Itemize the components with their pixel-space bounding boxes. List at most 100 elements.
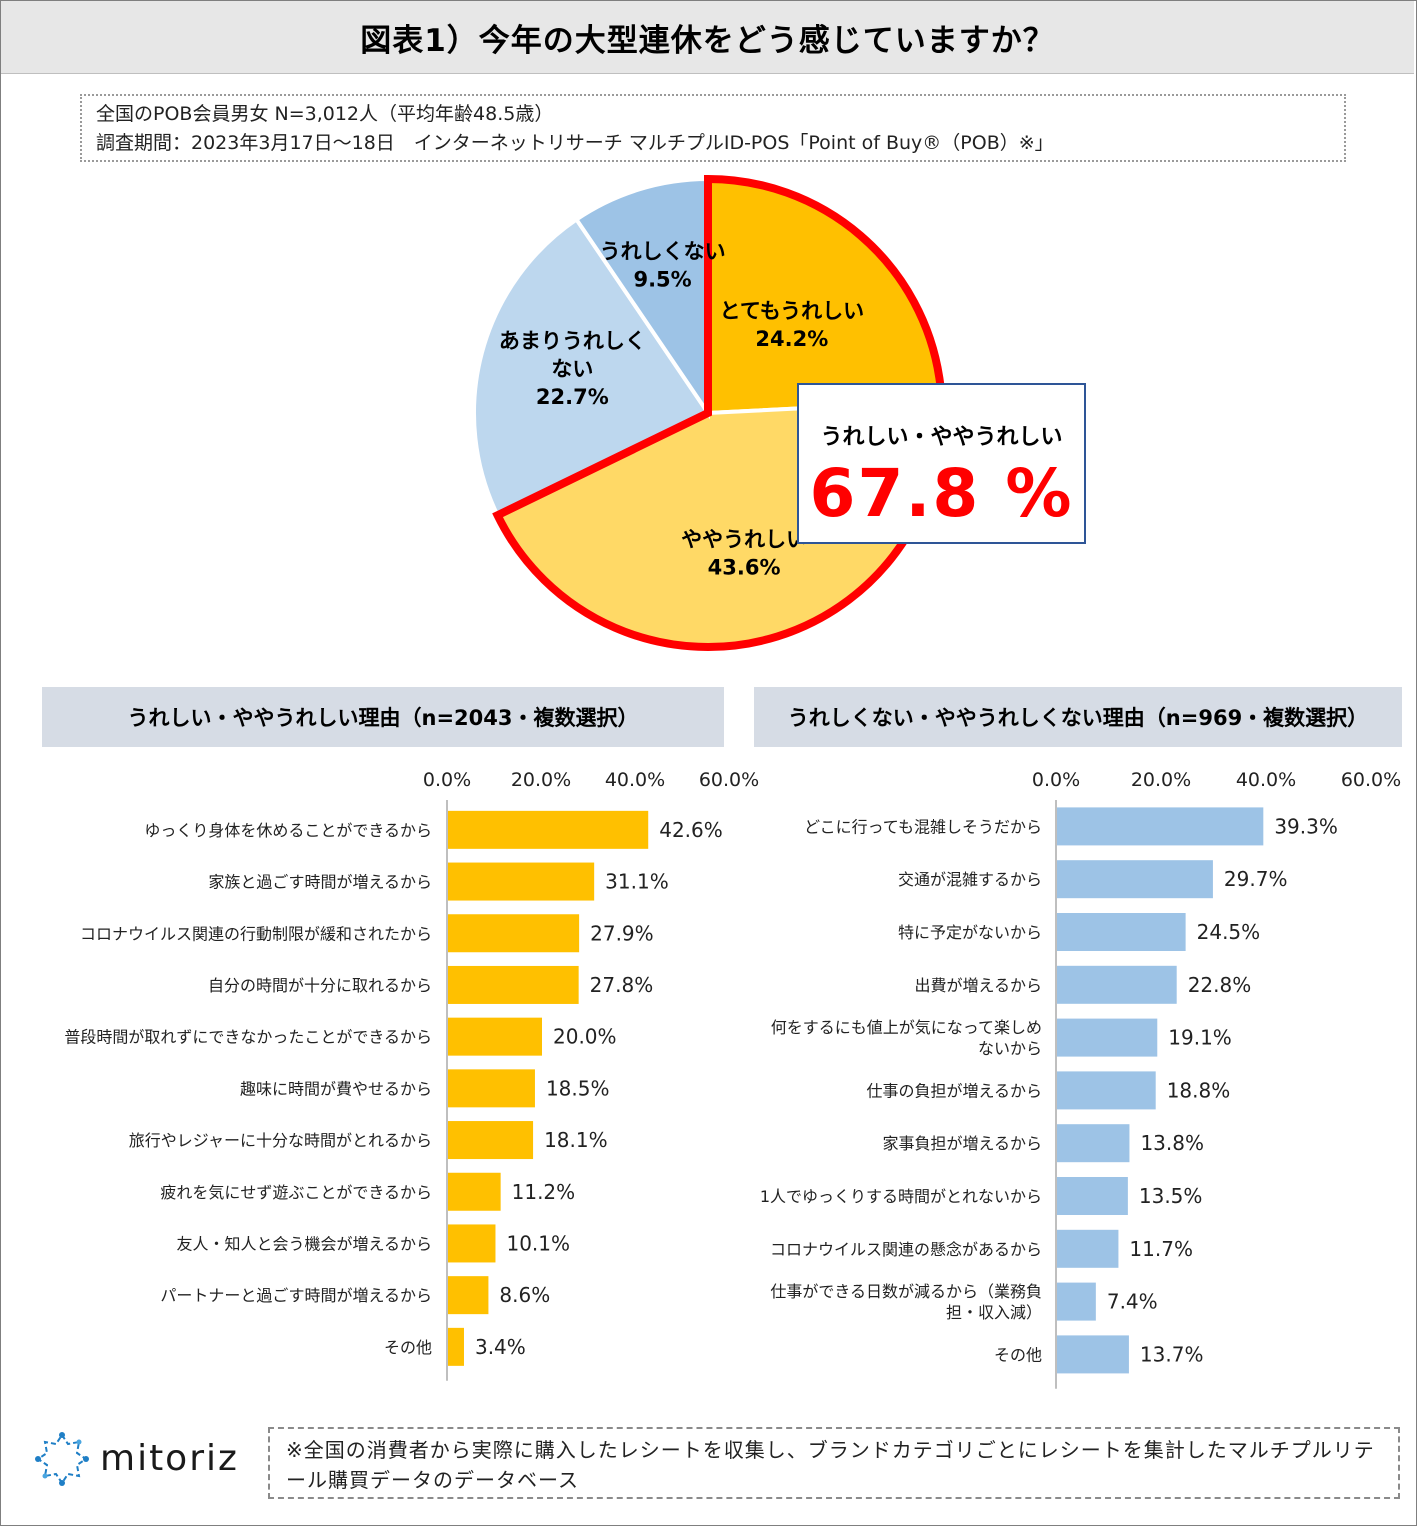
left-panel-title: うれしい・ややうれしい理由（n=2043・複数選択）: [42, 687, 724, 747]
bar-value-label: 13.5%: [1139, 1184, 1203, 1208]
bar: [448, 1017, 542, 1056]
bar: [1057, 1177, 1128, 1215]
axis-tick-label: 60.0%: [1341, 769, 1401, 791]
bar-category-label: 何をするにも値上が気になって楽しめ: [771, 1018, 1042, 1037]
bar-value-label: 27.9%: [590, 921, 654, 945]
bar-category-label: 家事負担が増えるから: [882, 1134, 1042, 1153]
bar: [448, 810, 649, 849]
axis-tick-label: 20.0%: [1131, 769, 1191, 791]
pie-label-3-3: 22.7%: [536, 385, 609, 409]
bar-value-label: 13.7%: [1140, 1342, 1204, 1366]
logo-text: mitoriz: [100, 1438, 239, 1479]
bar-value-label: 19.1%: [1168, 1026, 1232, 1050]
right-panel-title: うれしくない・ややうれしくない理由（n=969・複数選択）: [754, 687, 1402, 747]
right-bar-chart: 0.0% 20.0% 40.0% 60.0% 39.3% どこに行っても混雑しそうだから 2…: [760, 769, 1401, 1389]
axis-tick-label: 0.0%: [1032, 769, 1080, 791]
axis-tick-label: 60.0%: [699, 769, 759, 791]
pie-label-2-2: 43.6%: [708, 556, 781, 580]
bar: [448, 965, 579, 1004]
bar: [448, 1069, 535, 1108]
survey-info-box: 全国のPOB会員男女 N=3,012人（平均年齢48.5歳） 調査期間：2023…: [80, 94, 1346, 162]
bar-category-label: 仕事ができる日数が減るから（業務負: [770, 1282, 1042, 1301]
bar-value-label: 22.8%: [1188, 973, 1252, 997]
bar-category-label: 趣味に時間が費やせるから: [240, 1079, 432, 1098]
bar-value-label: 42.6%: [659, 818, 723, 842]
bar: [448, 862, 595, 901]
callout-value: 67.8 %: [809, 455, 1074, 532]
bar-category-label: ないから: [978, 1039, 1042, 1058]
pie-label-1-2: 24.2%: [755, 327, 828, 351]
bar-category-label: 普段時間が取れずにできなかったことができるから: [64, 1028, 432, 1047]
footnote-text: ※全国の消費者から実際に購入したレシートを収集し、ブランドカテゴリごとにレシート…: [286, 1438, 1375, 1492]
highlight-callout: うれしい・ややうれしい 67.8 %: [797, 383, 1086, 544]
bar-value-label: 18.8%: [1167, 1078, 1231, 1102]
survey-line-2: 調査期間：2023年3月17日～18日 インターネットリサーチ マルチプルID-…: [96, 132, 1054, 154]
bar: [1057, 807, 1264, 846]
bar-category-label: 旅行やレジャーに十分な時間がとれるから: [129, 1131, 432, 1150]
callout-caption: うれしい・ややうれしい: [820, 425, 1063, 450]
bar-value-label: 11.2%: [512, 1180, 576, 1204]
bar: [448, 914, 580, 953]
logo-mark-icon: [35, 1432, 89, 1486]
bar-category-label: どこに行っても混雑しそうだから: [804, 817, 1042, 836]
bar: [1057, 1124, 1130, 1163]
bar-value-label: 20.0%: [553, 1025, 617, 1049]
mitoriz-logo: mitoriz: [28, 1428, 248, 1492]
bar-category-label: ゆっくり身体を休めることができるから: [144, 821, 432, 840]
pie-label-4-2: 9.5%: [633, 267, 691, 291]
bar: [1057, 1335, 1129, 1374]
bar-category-label: 友人・知人と会う機会が増えるから: [176, 1234, 432, 1253]
bar-value-label: 10.1%: [506, 1231, 570, 1255]
bar: [1057, 1071, 1156, 1110]
bar-category-label: 疲れを気にせず遊ぶことができるから: [160, 1183, 432, 1202]
bar-value-label: 8.6%: [499, 1283, 550, 1307]
bar-value-label: 27.8%: [590, 973, 654, 997]
bar: [448, 1327, 464, 1366]
axis-tick-label: 0.0%: [423, 769, 471, 791]
bar: [448, 1276, 489, 1315]
bar-value-label: 11.7%: [1129, 1237, 1193, 1261]
bar-category-label: 1人でゆっくりする時間がとれないから: [760, 1187, 1042, 1206]
bar: [1057, 913, 1186, 951]
bar-category-label: 家族と過ごす時間が増えるから: [208, 873, 432, 892]
bar: [448, 1224, 496, 1263]
bar-category-label: 自分の時間が十分に取れるから: [208, 976, 432, 995]
bar-value-label: 18.1%: [544, 1128, 608, 1152]
bar-value-label: 24.5%: [1197, 920, 1261, 944]
bar-value-label: 29.7%: [1224, 867, 1288, 891]
pie-label-3-1: あまりうれしく: [499, 329, 646, 353]
axis-tick-label: 40.0%: [605, 769, 665, 791]
bar-value-label: 3.4%: [475, 1335, 526, 1359]
page-title: 図表1）今年の大型連休をどう感じていますか？: [360, 22, 1055, 59]
bar-category-label: コロナウイルス関連の行動制限が緩和されたから: [80, 924, 432, 943]
bar: [1057, 1018, 1158, 1057]
pie-label-4-1: うれしくない: [600, 239, 726, 263]
bar: [448, 1121, 534, 1160]
bar-category-label: 出費が増えるから: [914, 976, 1042, 995]
survey-line-1: 全国のPOB会員男女 N=3,012人（平均年齢48.5歳）: [96, 103, 554, 125]
bar: [1057, 1229, 1119, 1268]
bar-value-label: 39.3%: [1274, 814, 1338, 838]
bar-value-label: 18.5%: [546, 1076, 610, 1100]
bar-category-label: 交通が混雑するから: [898, 870, 1042, 889]
bar: [1057, 860, 1213, 899]
bar-category-label: その他: [384, 1338, 432, 1357]
pie-label-2-1: ややうれしい: [681, 528, 807, 552]
axis-tick-label: 20.0%: [511, 769, 571, 791]
axis-tick-label: 40.0%: [1236, 769, 1296, 791]
left-bar-chart: 0.0% 20.0% 40.0% 60.0% 42.6% ゆっくり身体を休めることができる…: [64, 769, 759, 1381]
pie-slice-4: [573, 176, 710, 420]
bar-category-label: 担・収入減）: [946, 1303, 1042, 1322]
bar-value-label: 31.1%: [605, 870, 669, 894]
bar: [1057, 965, 1177, 1004]
bar-value-label: 13.8%: [1140, 1131, 1204, 1155]
bar-category-label: その他: [994, 1345, 1042, 1364]
bar-category-label: パートナーと過ごす時間が増えるから: [160, 1286, 432, 1305]
bar-value-label: 7.4%: [1107, 1290, 1158, 1314]
footnote-box: ※全国の消費者から実際に購入したレシートを収集し、ブランドカテゴリごとにレシート…: [268, 1427, 1400, 1499]
pie-label-1-1: とてもうれしい: [719, 299, 864, 323]
bar-category-label: 仕事の負担が増えるから: [866, 1081, 1042, 1100]
bar: [448, 1172, 501, 1211]
title-bar: 図表1）今年の大型連休をどう感じていますか？: [1, 1, 1414, 74]
